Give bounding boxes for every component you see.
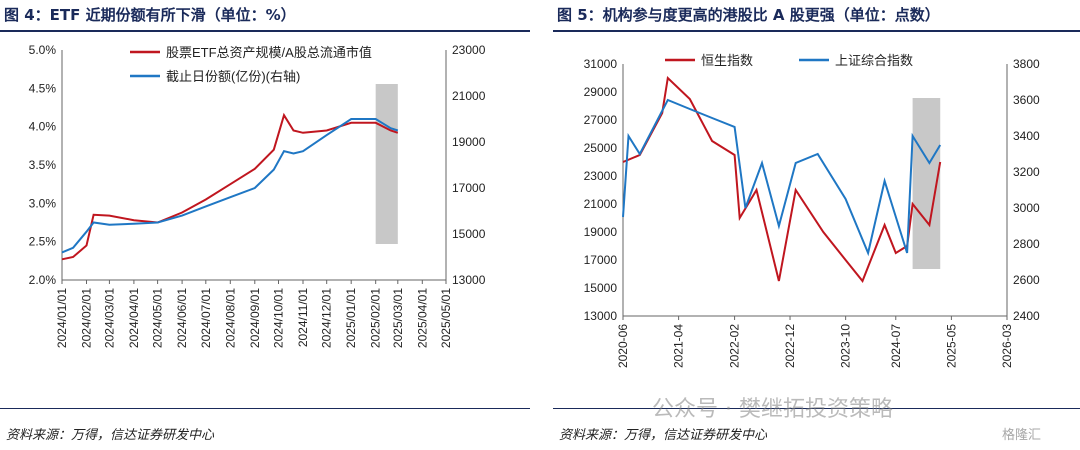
y-right-tick-label: 2600 bbox=[1013, 273, 1040, 287]
x-tick-label: 2022-02 bbox=[728, 324, 742, 368]
series-line-red bbox=[622, 75, 942, 283]
x-tick-label: 2026-03 bbox=[1000, 324, 1014, 368]
right-source-divider bbox=[553, 408, 1080, 409]
x-tick-label: 2020-06 bbox=[616, 324, 630, 368]
watermark-logo-text: 格隆汇 bbox=[1002, 428, 1042, 443]
left-panel: 图 4：ETF 近期份额有所下滑（单位：%） 2.0% 2.5% 3.0% 3.5% 4… bbox=[0, 0, 530, 450]
y-left-tick-label: 27000 bbox=[584, 113, 618, 127]
x-tick-label: 2024/04/01 bbox=[127, 288, 141, 348]
y-left-tick-label: 15000 bbox=[584, 281, 618, 295]
y-left-tick-label: 3.5% bbox=[29, 158, 57, 172]
x-tick-label: 2023-10 bbox=[839, 324, 853, 368]
x-tick-label: 2025/05/01 bbox=[439, 288, 453, 348]
y-left-tick-label: 31000 bbox=[584, 57, 618, 71]
x-tick-label: 2021-04 bbox=[672, 324, 686, 368]
y-right-tick-label: 3400 bbox=[1013, 129, 1040, 143]
left-source-note: 资料来源：万得，信达证券研发中心 bbox=[6, 428, 215, 443]
y-left-tick-label: 17000 bbox=[584, 253, 618, 267]
x-tick-label: 2025/01/01 bbox=[344, 288, 358, 348]
y-right-tick-label: 17000 bbox=[452, 181, 486, 195]
legend-label: 截止日份额(亿份)(右轴) bbox=[166, 69, 300, 84]
x-tick-label: 2024/01/01 bbox=[55, 288, 69, 348]
left-chart-title: 图 4：ETF 近期份额有所下滑（单位：%） bbox=[4, 6, 296, 24]
x-tick-label: 2024/06/01 bbox=[175, 288, 189, 348]
x-tick-label: 2024/02/01 bbox=[79, 288, 93, 348]
x-tick-label: 2025/03/01 bbox=[391, 288, 405, 348]
y-right-tick-label: 3000 bbox=[1013, 201, 1040, 215]
legend-label: 恒生指数 bbox=[701, 53, 753, 68]
y-left-tick-label: 3.0% bbox=[29, 196, 57, 210]
y-right-tick-label: 19000 bbox=[452, 135, 486, 149]
right-chart-title: 图 5：机构参与度更高的港股比 A 股更强（单位：点数） bbox=[557, 6, 940, 24]
legend-label: 上证综合指数 bbox=[835, 53, 913, 68]
x-tick-label: 2024/03/01 bbox=[102, 288, 116, 348]
right-chart: 13000 15000 17000 19000 21000 23000 25000 27000… bbox=[584, 53, 1040, 368]
y-left-tick-label: 2.5% bbox=[29, 235, 57, 249]
x-tick-label: 2025/04/01 bbox=[415, 288, 429, 348]
x-tick-label: 2024/09/01 bbox=[248, 288, 262, 348]
x-tick-label: 2025-05 bbox=[944, 324, 958, 368]
y-right-tick-label: 2400 bbox=[1013, 309, 1040, 323]
y-left-tick-label: 23000 bbox=[584, 169, 618, 183]
right-title-divider bbox=[553, 30, 1080, 32]
x-tick-label: 2022-12 bbox=[783, 324, 797, 368]
series-line-blue bbox=[61, 118, 399, 254]
x-tick-label: 2024/12/01 bbox=[320, 288, 334, 348]
series-line-red bbox=[61, 112, 399, 261]
y-left-tick-label: 2.0% bbox=[29, 273, 57, 287]
y-left-tick-label: 25000 bbox=[584, 141, 618, 155]
y-left-tick-label: 4.0% bbox=[29, 120, 57, 134]
y-right-tick-label: 23000 bbox=[452, 43, 486, 57]
y-right-tick-label: 15000 bbox=[452, 227, 486, 241]
x-tick-label: 2024/11/01 bbox=[296, 288, 310, 347]
y-right-tick-label: 3200 bbox=[1013, 165, 1040, 179]
x-tick-label: 2024/05/01 bbox=[151, 288, 165, 348]
y-left-tick-label: 21000 bbox=[584, 197, 618, 211]
y-left-tick-label: 19000 bbox=[584, 225, 618, 239]
y-right-tick-label: 21000 bbox=[452, 89, 486, 103]
y-right-tick-label: 3800 bbox=[1013, 57, 1040, 71]
x-tick-label: 2024-07 bbox=[889, 324, 903, 368]
y-left-tick-label: 13000 bbox=[584, 309, 618, 323]
y-left-tick-label: 5.0% bbox=[29, 43, 57, 57]
x-tick-label: 2024/08/01 bbox=[223, 288, 237, 348]
y-right-tick-label: 13000 bbox=[452, 273, 486, 287]
x-tick-label: 2025/02/01 bbox=[369, 288, 383, 348]
x-tick-label: 2024/10/01 bbox=[271, 288, 285, 348]
series-line-blue bbox=[622, 98, 942, 257]
left-source-divider bbox=[0, 408, 530, 409]
x-tick-label: 2024/07/01 bbox=[199, 288, 213, 348]
left-title-divider bbox=[0, 30, 530, 32]
y-right-tick-label: 3600 bbox=[1013, 93, 1040, 107]
y-right-tick-label: 2800 bbox=[1013, 237, 1040, 251]
shaded-period bbox=[375, 84, 398, 244]
left-chart: 2.0% 2.5% 3.0% 3.5% 4.0% 4.5% 5.0% 13000 15000 17… bbox=[29, 43, 486, 348]
right-panel: 图 5：机构参与度更高的港股比 A 股更强（单位：点数） 13000 15000 1… bbox=[553, 0, 1080, 450]
y-left-tick-label: 4.5% bbox=[29, 81, 57, 95]
y-left-tick-label: 29000 bbox=[584, 85, 618, 99]
watermark-text: 公众号 · 樊继拓投资策略 bbox=[652, 397, 893, 422]
right-source-note: 资料来源：万得，信达证券研发中心 bbox=[559, 428, 768, 443]
legend-label: 股票ETF总资产规模/A股总流通市值 bbox=[166, 45, 372, 60]
